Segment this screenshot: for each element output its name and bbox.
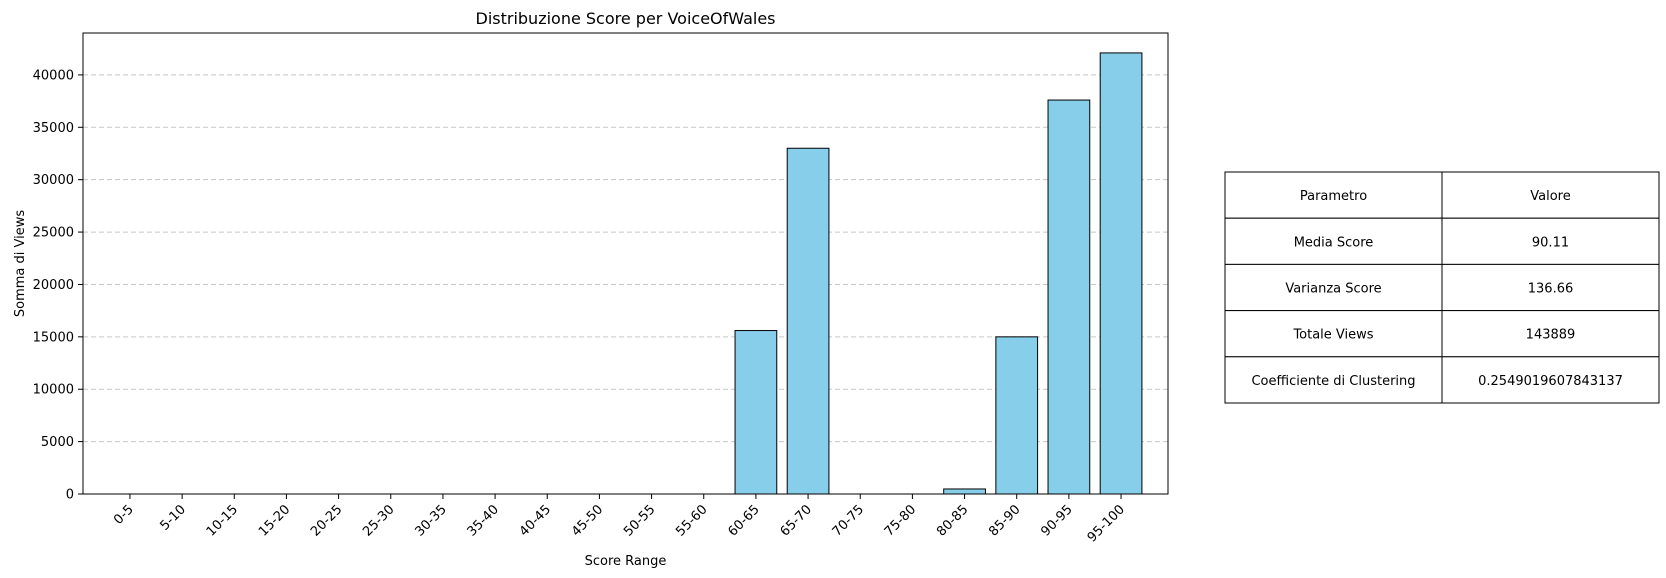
x-tick-label: 20-25 (308, 502, 345, 539)
table-value-cell: 143889 (1526, 328, 1576, 343)
x-tick-label: 10-15 (204, 502, 241, 539)
table-header-row: Parametro Valore (1224, 171, 1660, 219)
x-tick-label: 95-100 (1085, 502, 1128, 545)
table-param-cell: Varianza Score (1285, 282, 1381, 297)
stats-table: Parametro Valore Media Score 90.11 Varianza … (1224, 171, 1660, 404)
table-cell (1224, 171, 1443, 219)
x-tick-label: 70-75 (830, 502, 867, 539)
table-value-cell: 0.2549019607843137 (1478, 374, 1623, 389)
table-cell (1224, 310, 1443, 358)
x-tick-label: 15-20 (256, 502, 293, 539)
x-tick-label: 80-85 (934, 502, 971, 539)
table-cell (1441, 217, 1660, 265)
table-row: Media Score 90.11 (1224, 217, 1660, 265)
table-cell (1224, 263, 1443, 312)
bar (1099, 52, 1143, 495)
chart-title: Distribuzione Score per VoiceOfWales (476, 9, 776, 28)
table-value-cell: 90.11 (1532, 235, 1569, 250)
x-tick-label: 5-10 (157, 502, 188, 533)
x-tick-label: 65-70 (778, 502, 815, 539)
bar (734, 330, 778, 495)
x-tick-label: 50-55 (621, 502, 658, 539)
x-tick-label: 55-60 (673, 502, 710, 539)
plot-frame (82, 32, 1169, 495)
y-tick-label: 10000 (33, 383, 74, 398)
y-tick-label: 5000 (41, 435, 74, 450)
y-tick-label: 15000 (33, 330, 74, 345)
table-header-cell: Parametro (1300, 189, 1367, 204)
y-tick-label: 20000 (33, 278, 74, 293)
table-row: Coefficiente di Clustering 0.254901960784… (1224, 356, 1660, 404)
table-cell (1441, 310, 1660, 358)
grid-lines (83, 74, 1168, 495)
x-tick-label: 45-50 (569, 502, 606, 539)
table-row: Varianza Score 136.66 (1224, 263, 1660, 312)
table-row: Totale Views 143889 (1224, 310, 1660, 358)
table-value-cell: 136.66 (1528, 282, 1574, 297)
table-cell (1224, 217, 1443, 265)
table-header-cell: Valore (1530, 189, 1570, 204)
x-tick-label: 75-80 (882, 502, 919, 539)
x-tick-label: 35-40 (465, 502, 502, 539)
table-param-cell: Totale Views (1292, 328, 1373, 343)
bar (786, 147, 830, 495)
table-param-cell: Coefficiente di Clustering (1251, 374, 1415, 389)
bar (943, 488, 986, 495)
y-tick-label: 25000 (33, 226, 74, 241)
y-axis: 0 5000 10000 15000 20000 25000 30000 35000 40000 (33, 68, 83, 503)
x-tick-label: 60-65 (725, 502, 762, 539)
x-tick-label: 25-30 (360, 502, 397, 539)
table-cell (1441, 356, 1660, 404)
x-tick-label: 90-95 (1038, 502, 1075, 539)
bar-series (734, 52, 1143, 495)
y-tick-label: 30000 (33, 173, 74, 188)
x-axis-title: Score Range (585, 554, 667, 569)
table-param-cell: Media Score (1294, 235, 1374, 250)
y-tick-label: 35000 (33, 121, 74, 136)
x-axis: 0-5 5-10 10-15 15-20 20-25 25-30 30-35 35-40 40-… (111, 494, 1128, 545)
y-axis-title: Somma di Views (13, 210, 28, 317)
y-tick-label: 0 (66, 488, 74, 503)
x-tick-label: 0-5 (111, 502, 137, 528)
x-tick-label: 85-90 (986, 502, 1023, 539)
y-tick-label: 40000 (33, 68, 74, 83)
bar (1047, 99, 1091, 495)
bar (995, 336, 1039, 495)
x-tick-label: 30-35 (412, 502, 449, 539)
table-cell (1441, 263, 1660, 312)
x-tick-label: 40-45 (517, 502, 554, 539)
